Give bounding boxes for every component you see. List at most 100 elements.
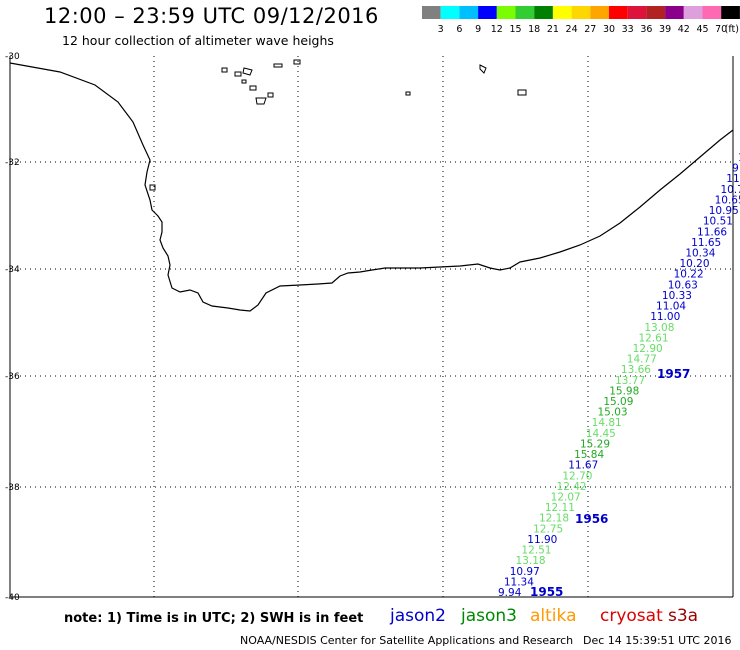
scale-label: 18 bbox=[528, 24, 540, 35]
credit-line: NOAA/NESDIS Center for Satellite Applica… bbox=[240, 634, 574, 647]
track-value: 11.00 bbox=[650, 311, 680, 323]
altimeter-track: 9.9411.3410.9713.1812.5111.9012.7512.181… bbox=[498, 152, 740, 599]
scale-label: 39 bbox=[659, 24, 671, 35]
track-value: 12.18 bbox=[539, 513, 569, 525]
track-value: 10.20 bbox=[679, 258, 709, 270]
track-value: 13.08 bbox=[644, 322, 674, 334]
track-value: 10.33 bbox=[662, 290, 692, 302]
track-value: 10.34 bbox=[685, 247, 715, 259]
track-value: 12.11 bbox=[545, 502, 575, 514]
track-value: 12.51 bbox=[521, 545, 551, 557]
latitude-label: -34 bbox=[5, 265, 20, 275]
track-value: 12.42 bbox=[557, 481, 587, 493]
satellite-cryosat: cryosat bbox=[600, 606, 663, 626]
scale-label: 42 bbox=[678, 24, 690, 35]
track-value: 15.84 bbox=[574, 449, 604, 461]
track-value: 15.98 bbox=[609, 385, 639, 397]
scale-label: 45 bbox=[696, 24, 708, 35]
track-value: 13.66 bbox=[621, 364, 651, 376]
scale-swatch bbox=[646, 6, 666, 19]
scale-swatch bbox=[702, 6, 722, 19]
axis-labels: -30-32-34-36-38-40151821242730 bbox=[5, 52, 20, 600]
latitude-label: -30 bbox=[5, 52, 20, 62]
latitude-label: -40 bbox=[5, 593, 20, 600]
track-value: 11 bbox=[738, 152, 740, 164]
map-frame bbox=[9, 56, 734, 598]
track-time: 1956 bbox=[575, 512, 608, 526]
track-value: 14.45 bbox=[586, 428, 616, 440]
scale-unit: (ft) bbox=[725, 24, 739, 35]
track-value: 15.03 bbox=[598, 407, 628, 419]
track-value: 10.97 bbox=[510, 566, 540, 578]
track-value: 11.65 bbox=[691, 237, 721, 249]
scale-swatch bbox=[665, 6, 684, 19]
map-subtitle: 12 hour collection of altimeter wave hei… bbox=[62, 33, 334, 48]
coastline bbox=[9, 62, 734, 312]
track-value: 13.77 bbox=[615, 375, 645, 387]
timestamp: Dec 14 15:39:51 UTC 2016 bbox=[583, 634, 732, 647]
scale-swatch bbox=[627, 6, 647, 19]
scale-swatch bbox=[534, 6, 553, 19]
track-value: 11.90 bbox=[527, 534, 557, 546]
scale-label: 33 bbox=[622, 24, 634, 35]
track-value: 12.07 bbox=[551, 492, 581, 504]
scale-label: 70 bbox=[715, 24, 727, 35]
scale-swatch bbox=[683, 6, 703, 19]
scale-swatch bbox=[459, 6, 479, 19]
scale-label: 15 bbox=[509, 24, 521, 35]
track-time: 1955 bbox=[530, 585, 563, 599]
scale-swatch bbox=[721, 6, 740, 19]
map-title: 12:00 – 23:59 UTC 09/12/2016 bbox=[44, 4, 379, 28]
track-value: 10.22 bbox=[674, 269, 704, 281]
scale-swatch bbox=[552, 6, 572, 19]
satellite-jason2: jason2 bbox=[390, 606, 446, 626]
scale-label: 9 bbox=[475, 24, 481, 35]
track-value: 13.18 bbox=[516, 555, 546, 567]
track-time: 1957 bbox=[657, 367, 690, 381]
scale-swatch bbox=[590, 6, 609, 19]
scale-label: 3 bbox=[438, 24, 444, 35]
track-value: 12.75 bbox=[533, 523, 563, 535]
track-value: 15.09 bbox=[603, 396, 633, 408]
satellite-s3a: s3a bbox=[668, 606, 699, 626]
track-value: 10.72 bbox=[720, 184, 740, 196]
track-value: 11.67 bbox=[568, 460, 598, 472]
latitude-label: -32 bbox=[5, 158, 20, 168]
scale-label: 30 bbox=[603, 24, 615, 35]
scale-swatch bbox=[515, 6, 535, 19]
satellite-jason3: jason3 bbox=[461, 606, 517, 626]
wave-height-map: 9.9411.3410.9713.1812.5111.9012.7512.181… bbox=[5, 52, 740, 600]
latitude-label: -36 bbox=[5, 372, 20, 382]
track-value: 15.29 bbox=[580, 438, 610, 450]
color-scale-legend: 3 6 9 12 15 18 21 24 27 30 33 36 39 42 45 70(ft) bbox=[422, 6, 740, 35]
scale-label: 6 bbox=[456, 24, 462, 35]
satellite-altika: altika bbox=[530, 606, 577, 626]
track-value: 11.04 bbox=[656, 301, 686, 313]
track-value: 9.3 bbox=[732, 163, 740, 175]
track-value: 10.65 bbox=[715, 194, 740, 206]
track-value: 11.33 bbox=[726, 173, 740, 185]
islands bbox=[149, 59, 527, 191]
graticule-grid bbox=[10, 56, 733, 597]
scale-swatch bbox=[422, 6, 441, 19]
track-value: 10.63 bbox=[668, 279, 698, 291]
track-value: 12.90 bbox=[633, 343, 663, 355]
track-value: 10.51 bbox=[703, 216, 733, 228]
scale-swatch bbox=[571, 6, 591, 19]
footer-note: note: 1) Time is in UTC; 2) SWH is in fe… bbox=[64, 611, 364, 626]
scale-label: 21 bbox=[547, 24, 559, 35]
scale-swatch bbox=[496, 6, 516, 19]
track-value: 14.77 bbox=[627, 354, 657, 366]
scale-swatch bbox=[478, 6, 497, 19]
track-value: 10.95 bbox=[709, 205, 739, 217]
scale-label: 36 bbox=[640, 24, 652, 35]
scale-label: 12 bbox=[491, 24, 503, 35]
track-value: 11.66 bbox=[697, 226, 727, 238]
track-value: 12.70 bbox=[562, 470, 592, 482]
track-value: 11.34 bbox=[504, 576, 534, 588]
track-value: 12.61 bbox=[638, 332, 668, 344]
scale-label: 24 bbox=[566, 24, 578, 35]
track-value: 14.81 bbox=[592, 417, 622, 429]
scale-swatch bbox=[609, 6, 628, 19]
scale-swatch bbox=[440, 6, 460, 19]
